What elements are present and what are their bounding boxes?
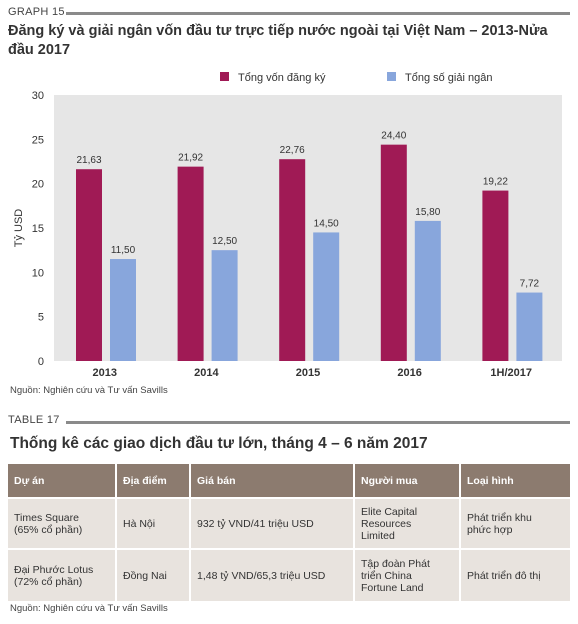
x-tick-label: 2014 [194,367,219,379]
bar [414,220,441,361]
x-tick-label: 2015 [296,367,320,379]
header-buyer: Người mua [354,464,461,498]
cell-price-text: 932 tỷ VND/41 triệu USD [197,517,314,530]
y-axis-label: Tỷ USD [13,209,25,248]
cell-project-text: Đại Phước Lotus (72% cổ phần) [14,563,94,588]
table-label: TABLE 17 [8,414,60,426]
cell-type-text: Phát triển đô thị [467,569,541,582]
table-title: Thống kê các giao dịch đầu tư lớn, tháng… [10,435,428,452]
header-project: Dự án [8,464,117,498]
x-tick-label: 2013 [93,367,117,379]
data-label: 12,50 [212,236,237,247]
header-location: Địa điểm [116,464,191,498]
data-label: 7,72 [520,279,540,290]
legend-swatch [220,72,229,81]
data-label: 21,63 [76,155,101,166]
table-divider [66,421,570,424]
chart-source: Nguồn: Nghiên cứu và Tư vấn Savills [10,385,168,396]
table-source: Nguồn: Nghiên cứu và Tư vấn Savills [10,603,168,614]
bar [313,232,340,361]
cell-location: Hà Nội [116,497,191,549]
data-label: 19,22 [483,177,508,188]
cell-location: Đồng Nai [116,548,191,601]
y-tick-label: 5 [38,312,44,324]
bar [380,144,407,361]
header-price: Giá bán [190,464,355,498]
data-label: 22,76 [280,145,305,156]
cell-buyer: Elite Capital Resources Limited [354,497,461,549]
data-label: 24,40 [381,131,406,142]
x-tick-label: 1H/2017 [490,367,532,379]
cell-type: Phát triển đô thị [460,548,570,601]
bar [482,190,509,361]
chart-title: Đăng ký và giải ngân vốn đầu tư trực tiế… [8,23,548,58]
bar [279,159,306,361]
data-label: 11,50 [111,245,136,256]
table-header-row: Dự án Địa điểm Giá bán Người mua Loại hì… [8,464,570,498]
graph-divider [66,12,570,15]
data-label: 15,80 [415,207,440,218]
plot-background [54,95,562,361]
cell-buyer-text: Tập đoàn Phát triển China Fortune Land [361,557,430,594]
data-label: 21,92 [178,153,203,164]
legend-label: Tổng vốn đăng ký [238,72,326,84]
header-type: Loại hình [460,464,570,498]
cell-project-text: Times Square (65% cổ phần) [14,511,83,536]
cell-project: Đại Phước Lotus (72% cổ phần) [8,548,117,601]
x-tick-label: 2016 [397,367,421,379]
table-row: Đại Phước Lotus (72% cổ phần) Đồng Nai 1… [8,548,570,601]
table-row: Times Square (65% cổ phần) Hà Nội 932 tỷ… [8,497,570,549]
cell-price-text: 1,48 tỷ VND/65,3 triệu USD [197,569,326,582]
cell-buyer: Tập đoàn Phát triển China Fortune Land [354,548,461,601]
cell-location-text: Đồng Nai [123,569,167,582]
bar [76,169,102,361]
y-tick-label: 10 [32,267,44,279]
legend-swatch [387,72,396,81]
bar-chart: 0 5 10 15 20 25 30 Tỷ USD 21,63 11,50 2013 21,92 12,… [13,72,562,379]
cell-type-text: Phát triển khu phức hợp [467,511,532,536]
bar [516,292,543,361]
cell-price: 932 tỷ VND/41 triệu USD [190,497,355,549]
cell-buyer-text: Elite Capital Resources Limited [361,505,418,542]
y-tick-label: 20 [32,179,44,191]
y-tick-label: 15 [32,223,44,235]
deals-table: Dự án Địa điểm Giá bán Người mua Loại hì… [8,464,570,601]
cell-location-text: Hà Nội [123,517,156,530]
bar [110,259,136,361]
data-label: 14,50 [314,218,339,229]
cell-type: Phát triển khu phức hợp [460,497,570,549]
y-tick-label: 0 [38,356,44,368]
bar [177,166,204,361]
cell-price: 1,48 tỷ VND/65,3 triệu USD [190,548,355,601]
bar [211,250,238,361]
y-tick-label: 25 [32,134,44,146]
graph-label: GRAPH 15 [8,6,65,18]
y-tick-label: 30 [32,90,44,102]
legend-label: Tổng số giải ngân [405,72,492,84]
cell-project: Times Square (65% cổ phần) [8,497,117,549]
